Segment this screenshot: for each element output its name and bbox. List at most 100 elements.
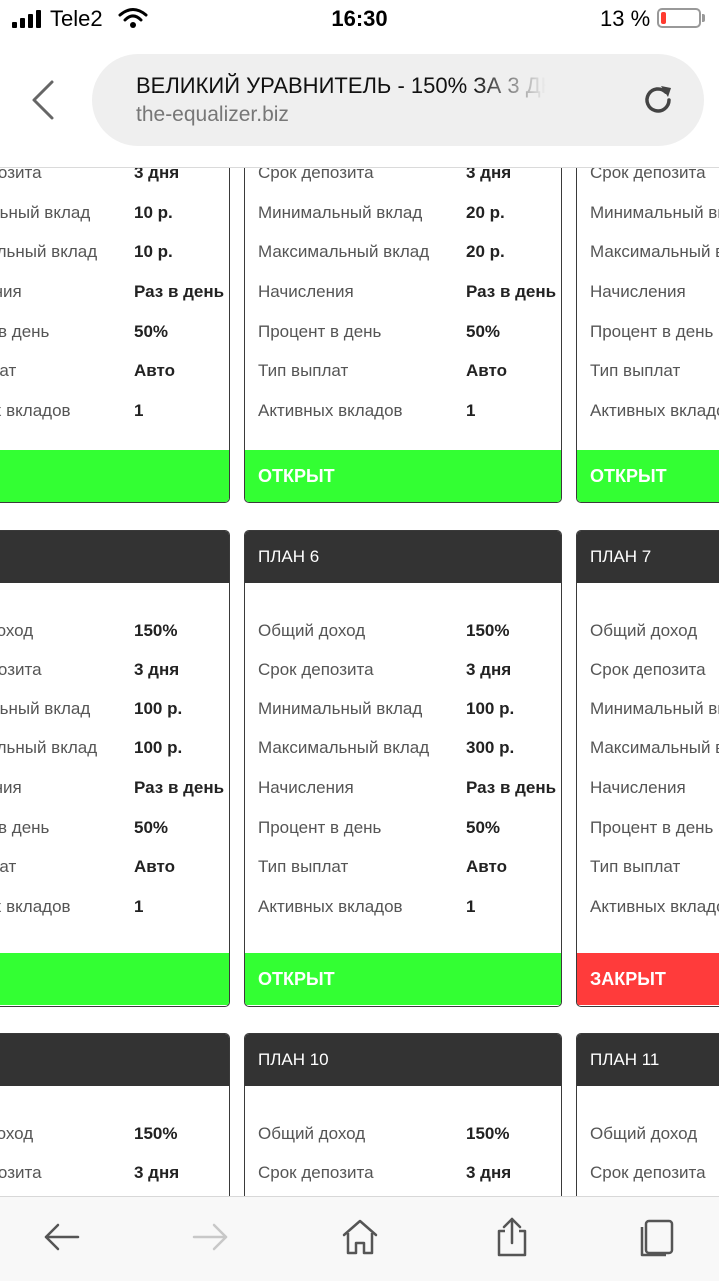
- row-label: Активных вкладов: [258, 897, 403, 916]
- row-label: Тип выплат: [258, 361, 349, 380]
- row-label: Минимальный вклад: [0, 699, 91, 718]
- tabs-icon[interactable]: [636, 1215, 680, 1259]
- plan-card: Срок депозита Минимальный вклад Максимал…: [576, 168, 719, 503]
- page-host: the-equalizer.biz: [136, 103, 289, 126]
- home-icon[interactable]: [338, 1215, 382, 1259]
- row-label: Общий доход: [590, 1124, 698, 1143]
- page-title: ВЕЛИКИЙ УРАВНИТЕЛЬ - 150% ЗА 3 ДН: [136, 73, 546, 98]
- battery-level: [661, 12, 666, 24]
- row-label: Активных вкладов: [590, 897, 719, 916]
- row-label: Активных вкладов: [0, 401, 71, 420]
- plan-card-11: ПЛАН 11 Общий доход Срок депозита: [576, 1033, 719, 1196]
- row-value: Авто: [466, 361, 507, 380]
- browser-toolbar: [0, 1196, 719, 1281]
- row-label: Общий доход: [590, 621, 698, 640]
- row-value: 3 дня: [466, 660, 512, 679]
- row-label: Начисления: [0, 778, 22, 797]
- row-label: Процент в день: [590, 818, 714, 837]
- address-bar[interactable]: ВЕЛИКИЙ УРАВНИТЕЛЬ - 150% ЗА 3 ДН the-eq…: [92, 54, 704, 146]
- row-label: Начисления: [590, 778, 686, 797]
- status-button-open[interactable]: ОТКРЫТ: [577, 450, 719, 502]
- row-value: 3 дня: [134, 660, 180, 679]
- row-label: Максимальный вклад: [258, 738, 430, 757]
- row-value: 3 дня: [134, 1163, 180, 1182]
- row-label: Процент в день: [258, 322, 382, 341]
- row-value: 10 р.: [134, 203, 173, 222]
- row-value: 150%: [134, 621, 178, 640]
- row-label: Общий доход: [0, 1124, 34, 1143]
- battery-tip: [702, 14, 705, 22]
- row-value: 300 р.: [466, 738, 515, 757]
- row-label: Начисления: [258, 282, 354, 301]
- row-label: Начисления: [0, 282, 22, 301]
- row-label: Срок депозита: [590, 660, 706, 679]
- row-value: Авто: [466, 857, 507, 876]
- plan-header: ПЛАН 7: [577, 531, 719, 583]
- share-icon[interactable]: [490, 1215, 534, 1259]
- row-value: 150%: [466, 1124, 510, 1143]
- row-value: 20 р.: [466, 203, 505, 222]
- row-label: Срок депозита: [0, 1163, 42, 1182]
- row-label: Срок депозита: [258, 1163, 374, 1182]
- plan-header: ПЛАН 11: [577, 1034, 719, 1086]
- status-button-open[interactable]: ОТКРЫТ: [245, 953, 561, 1005]
- wifi-icon: [118, 8, 148, 28]
- plan-card: Общий доход 150% Срок депозита 3 дня Миним…: [0, 530, 230, 1007]
- row-label: Минимальный вклад: [590, 699, 719, 718]
- row-value: Раз в день: [134, 778, 225, 797]
- back-arrow-icon[interactable]: [40, 1215, 84, 1259]
- row-value: 100 р.: [134, 738, 183, 757]
- row-label: Максимальный вклад: [590, 242, 719, 261]
- row-value: 3 дня: [134, 168, 180, 182]
- plan-card-7: ПЛАН 7 Общий доход Срок депозита Минимал…: [576, 530, 719, 1007]
- row-label: Начисления: [258, 778, 354, 797]
- row-label: Срок депозита: [590, 1163, 706, 1182]
- plan-card: Срок депозита 3 дня Минимальный вклад 10 р…: [0, 168, 230, 503]
- row-value: 150%: [466, 621, 510, 640]
- row-label: Тип выплат: [590, 361, 681, 380]
- plans-grid: Срок депозита 3 дня Минимальный вклад 10 р…: [0, 168, 719, 1196]
- row-value: 150%: [134, 1124, 178, 1143]
- status-bar: Tele2 16:30 13 %: [0, 0, 719, 40]
- row-label: Общий доход: [258, 621, 366, 640]
- forward-arrow-icon[interactable]: [188, 1215, 232, 1259]
- row-label: Активных вкладов: [0, 897, 71, 916]
- reload-icon[interactable]: [640, 82, 676, 118]
- row-label: Процент в день: [0, 322, 50, 341]
- row-value: 1: [466, 401, 476, 420]
- status-button-open[interactable]: ОТКРЫТ: [245, 450, 561, 502]
- plan-card: Общий доход 150% Срок депозита 3 дня: [0, 1033, 230, 1196]
- row-label: Максимальный вклад: [258, 242, 430, 261]
- status-button-open[interactable]: [0, 953, 229, 1005]
- row-label: Срок депозита: [0, 660, 42, 679]
- browser-address-area: ВЕЛИКИЙ УРАВНИТЕЛЬ - 150% ЗА 3 ДН the-eq…: [0, 40, 719, 168]
- row-label: Максимальный вклад: [0, 242, 98, 261]
- row-label: Минимальный вклад: [258, 699, 423, 718]
- plan-card-10: ПЛАН 10 Общий доход 150% Срок депозита 3 д…: [244, 1033, 562, 1196]
- row-label: Активных вкладов: [590, 401, 719, 420]
- row-label: Процент в день: [258, 818, 382, 837]
- back-chevron-icon[interactable]: [24, 78, 64, 122]
- row-value: Раз в день: [466, 778, 557, 797]
- row-value: 3 дня: [466, 168, 512, 182]
- row-label: Максимальный вклад: [590, 738, 719, 757]
- row-value: 3 дня: [466, 1163, 512, 1182]
- carrier-name: Tele2: [50, 6, 103, 31]
- row-label: Активных вкладов: [258, 401, 403, 420]
- row-label: Тип выплат: [258, 857, 349, 876]
- clock: 16:30: [331, 6, 388, 31]
- row-value: Авто: [134, 857, 175, 876]
- row-value: Раз в день: [134, 282, 225, 301]
- row-label: Максимальный вклад: [0, 738, 98, 757]
- plan-card-6: ПЛАН 6 Общий доход 150% Срок депозита 3 дн…: [244, 530, 562, 1007]
- row-value: 100 р.: [134, 699, 183, 718]
- row-value: 50%: [134, 322, 169, 341]
- status-button-closed[interactable]: ЗАКРЫТ: [577, 953, 719, 1005]
- status-button-open[interactable]: [0, 450, 229, 502]
- row-label: Минимальный вклад: [590, 203, 719, 222]
- row-label: Срок депозита: [590, 168, 706, 182]
- row-value: 1: [134, 897, 144, 916]
- row-label: Общий доход: [0, 621, 34, 640]
- row-value: 50%: [466, 818, 501, 837]
- row-label: Тип выплат: [0, 857, 17, 876]
